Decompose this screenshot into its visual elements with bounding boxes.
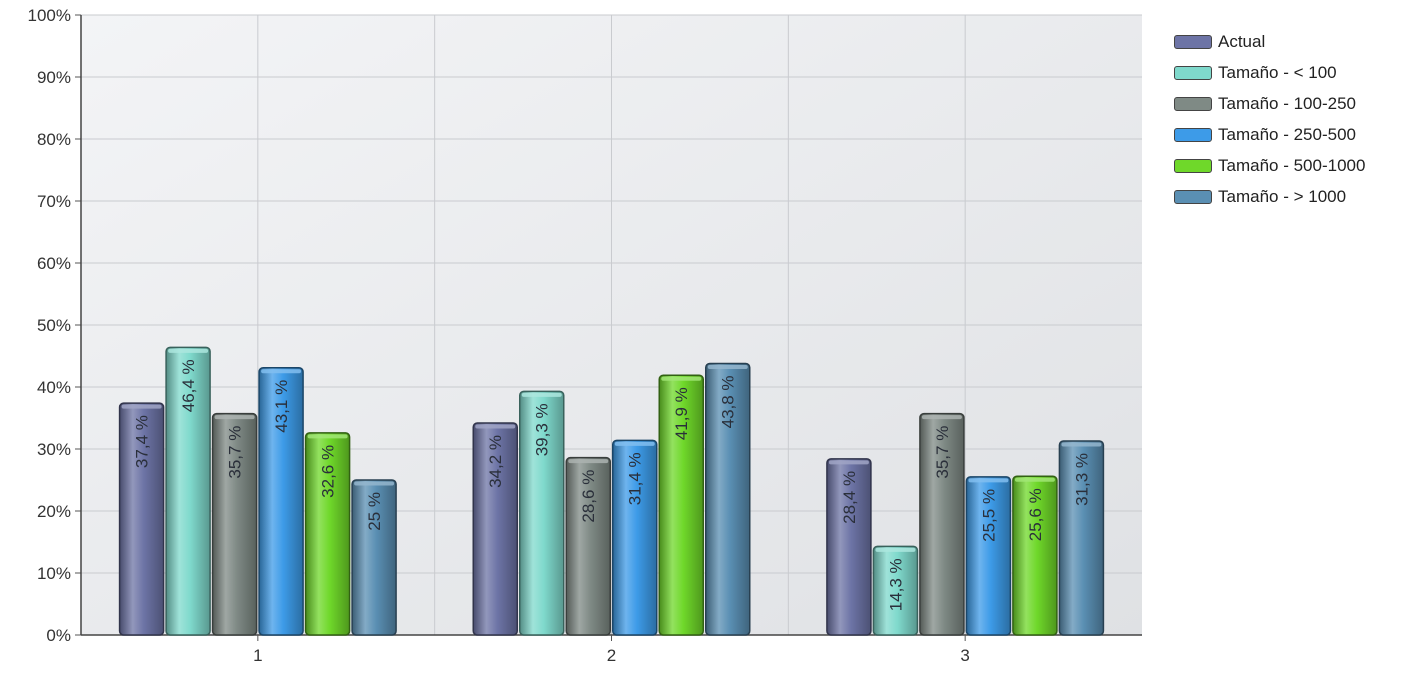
legend-item-actual: Actual bbox=[1174, 26, 1365, 57]
y-tick-label: 90% bbox=[37, 68, 71, 87]
y-tick-label: 100% bbox=[28, 6, 71, 25]
y-tick-label: 70% bbox=[37, 192, 71, 211]
bar bbox=[472, 422, 518, 636]
legend-swatch-actual bbox=[1174, 34, 1212, 49]
bar-data-label: 14,3 % bbox=[886, 558, 905, 611]
bar bbox=[872, 545, 919, 636]
bar bbox=[826, 458, 872, 636]
bar-data-label: 43,8 % bbox=[719, 375, 738, 428]
legend-swatch-size-100-250 bbox=[1174, 96, 1212, 111]
bar bbox=[165, 346, 211, 636]
bar-data-label: 37,4 % bbox=[133, 415, 152, 468]
legend-label-size-250-500: Tamaño - 250-500 bbox=[1218, 124, 1356, 144]
bar bbox=[351, 479, 397, 636]
legend-swatch-size-250-500 bbox=[1174, 127, 1212, 142]
legend-item-size-over-1000: Tamaño - > 1000 bbox=[1174, 181, 1365, 212]
bar-data-label: 28,6 % bbox=[579, 470, 598, 523]
y-tick-label: 0% bbox=[46, 626, 71, 645]
bar bbox=[565, 456, 611, 636]
legend-item-size-500-1000: Tamaño - 500-1000 bbox=[1174, 150, 1365, 181]
y-tick-label: 50% bbox=[37, 316, 71, 335]
bar bbox=[658, 374, 704, 636]
bar-data-label: 31,3 % bbox=[1072, 453, 1091, 506]
bar-data-label: 43,1 % bbox=[272, 380, 291, 433]
legend-label-size-100-250: Tamaño - 100-250 bbox=[1218, 93, 1356, 113]
bar-highlight bbox=[307, 434, 348, 439]
bar-highlight bbox=[828, 460, 869, 465]
legend-label-actual: Actual bbox=[1218, 31, 1266, 51]
bar-highlight bbox=[921, 415, 962, 420]
legend-item-size-under-100: Tamaño - < 100 bbox=[1174, 57, 1365, 88]
bar bbox=[1012, 475, 1058, 636]
y-tick-label: 80% bbox=[37, 130, 71, 149]
y-tick-label: 40% bbox=[37, 378, 71, 397]
bar bbox=[258, 367, 304, 636]
bar-data-label: 35,7 % bbox=[226, 426, 245, 479]
legend: Actual Tamaño - < 100 Tamaño - 100-250 T… bbox=[1174, 26, 1365, 212]
bar bbox=[304, 432, 351, 636]
legend-label-size-under-100: Tamaño - < 100 bbox=[1218, 62, 1337, 82]
bar-highlight bbox=[121, 404, 162, 409]
bar bbox=[211, 412, 258, 636]
bar-highlight bbox=[354, 481, 395, 486]
bar-highlight bbox=[214, 415, 255, 420]
bar-data-label: 25,5 % bbox=[979, 489, 998, 542]
bar-highlight bbox=[568, 459, 609, 464]
bar-highlight bbox=[521, 392, 562, 397]
legend-item-size-250-500: Tamaño - 250-500 bbox=[1174, 119, 1365, 150]
bar-highlight bbox=[707, 364, 748, 369]
bar-data-label: 46,4 % bbox=[179, 359, 198, 412]
bar-highlight bbox=[614, 441, 655, 446]
bar-highlight bbox=[875, 547, 916, 552]
bar-data-label: 28,4 % bbox=[840, 471, 859, 524]
bar-highlight bbox=[1061, 442, 1102, 447]
x-tick-label: 1 bbox=[253, 646, 262, 665]
bar-data-label: 32,6 % bbox=[319, 445, 338, 498]
bar bbox=[1058, 440, 1105, 636]
bar bbox=[118, 402, 165, 636]
legend-swatch-size-over-1000 bbox=[1174, 189, 1212, 204]
y-tick-label: 60% bbox=[37, 254, 71, 273]
y-tick-label: 20% bbox=[37, 502, 71, 521]
bar-highlight bbox=[261, 369, 302, 374]
bar-data-label: 31,4 % bbox=[626, 452, 645, 505]
legend-item-size-100-250: Tamaño - 100-250 bbox=[1174, 88, 1365, 119]
bar-data-label: 34,2 % bbox=[486, 435, 505, 488]
x-tick-label: 2 bbox=[607, 646, 616, 665]
bar-highlight bbox=[475, 424, 516, 429]
x-tick-label: 3 bbox=[960, 646, 969, 665]
legend-swatch-size-under-100 bbox=[1174, 65, 1212, 80]
bar-highlight bbox=[1014, 477, 1055, 482]
bar bbox=[705, 362, 751, 636]
bar-highlight bbox=[168, 348, 209, 353]
legend-label-size-500-1000: Tamaño - 500-1000 bbox=[1218, 155, 1366, 175]
bar-data-label: 25,6 % bbox=[1026, 488, 1045, 541]
bar bbox=[919, 412, 965, 636]
y-tick-label: 10% bbox=[37, 564, 71, 583]
y-tick-label: 30% bbox=[37, 440, 71, 459]
bar-data-label: 35,7 % bbox=[933, 426, 952, 479]
bar-highlight bbox=[661, 376, 702, 381]
legend-label-size-over-1000: Tamaño - > 1000 bbox=[1218, 186, 1347, 206]
bar bbox=[612, 439, 658, 636]
bar-highlight bbox=[968, 478, 1009, 483]
bar bbox=[965, 476, 1012, 636]
bar-data-label: 39,3 % bbox=[533, 403, 552, 456]
bar-data-label: 25 % bbox=[365, 492, 384, 531]
bar-data-label: 41,9 % bbox=[672, 387, 691, 440]
bar bbox=[519, 390, 565, 636]
legend-swatch-size-500-1000 bbox=[1174, 158, 1212, 173]
